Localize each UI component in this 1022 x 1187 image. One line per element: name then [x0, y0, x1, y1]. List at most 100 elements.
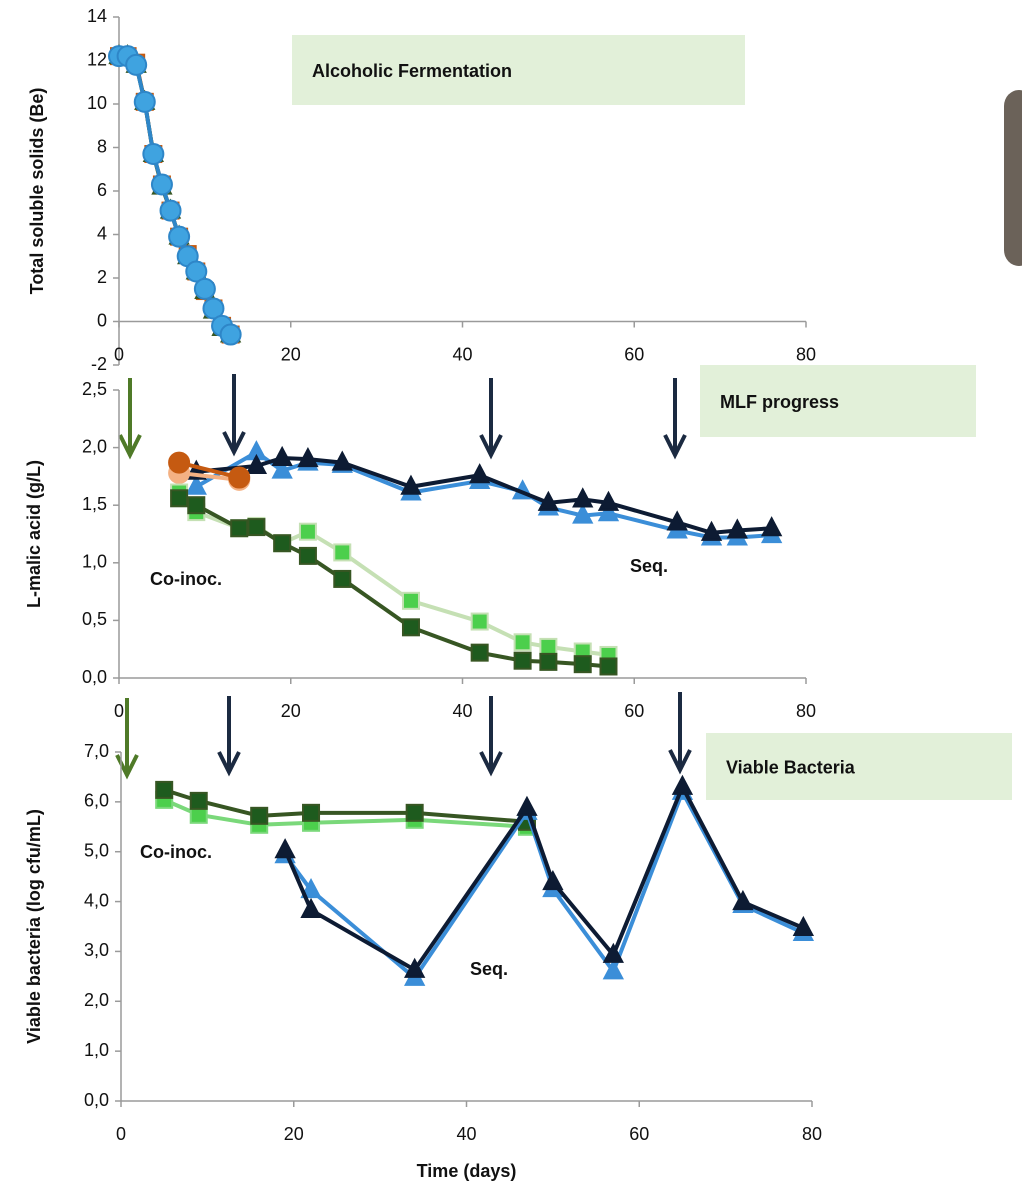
marker [250, 806, 269, 825]
y-axis-label: Viable bacteria (log cfu/mL) [24, 809, 44, 1044]
marker [700, 520, 723, 541]
marker [228, 466, 251, 489]
x-tick-label: 60 [624, 344, 644, 364]
marker [230, 519, 249, 538]
y-tick-label: 0,0 [84, 1090, 109, 1110]
marker [573, 655, 592, 674]
x-tick-label: 0 [114, 701, 124, 721]
marker [597, 490, 620, 511]
annotation: Seq. [470, 959, 508, 979]
marker [400, 474, 422, 495]
y-tick-label: 0,5 [82, 609, 107, 629]
y-tick-label: 0,0 [82, 667, 107, 687]
marker [516, 795, 538, 816]
annotation: Alcoholic Fermentation [312, 61, 512, 81]
annotation: Seq. [630, 556, 668, 576]
y-tick-label: 1,0 [82, 552, 107, 572]
x-tick-label: 40 [452, 344, 472, 364]
arrow [118, 378, 142, 460]
series-line [177, 491, 609, 657]
arrows [115, 374, 692, 780]
photo [1004, 90, 1022, 266]
marker [300, 877, 322, 899]
marker [298, 522, 317, 541]
marker [572, 487, 594, 508]
marker [405, 803, 424, 822]
marker [271, 458, 293, 479]
marker [666, 510, 688, 531]
marker [271, 445, 293, 466]
y-tick-label: 6 [97, 180, 107, 200]
arrow [479, 696, 503, 777]
marker [470, 612, 489, 631]
marker [170, 489, 189, 508]
marker [333, 543, 352, 562]
annotation: Co-inoc. [150, 569, 222, 589]
x-tick-label: 0 [116, 1124, 126, 1144]
annotation-box [700, 365, 976, 437]
y-tick-label: 3,0 [84, 940, 109, 960]
marker [150, 173, 173, 196]
annotation-box [706, 733, 1012, 800]
marker [760, 516, 783, 537]
marker [202, 297, 225, 320]
x-axis-label: Time (days) [417, 1161, 517, 1181]
marker [331, 450, 353, 471]
marker [469, 463, 491, 484]
marker [542, 869, 564, 891]
marker [602, 959, 624, 980]
arrow [668, 692, 692, 775]
marker [300, 897, 322, 919]
marker [513, 651, 532, 670]
y-tick-label: 14 [87, 6, 107, 26]
marker [168, 225, 191, 248]
y-tick-label: 0 [97, 310, 107, 330]
y-tick-label: 2 [97, 267, 107, 287]
x-tick-label: 0 [114, 344, 124, 364]
y-tick-label: 4 [97, 223, 107, 243]
y-tick-label: 2,0 [82, 436, 107, 456]
y-tick-label: 2,5 [82, 379, 107, 399]
y-axis-label: L-malic acid (g/L) [24, 460, 44, 608]
x-tick-label: 60 [629, 1124, 649, 1144]
marker [247, 518, 266, 537]
marker [219, 323, 242, 346]
marker [537, 490, 560, 511]
marker [189, 791, 208, 810]
marker [539, 637, 558, 656]
marker [401, 591, 420, 610]
y-tick-label: -2 [91, 354, 107, 374]
marker [273, 534, 292, 553]
x-tick-label: 40 [452, 701, 472, 721]
y-tick-label: 4,0 [84, 890, 109, 910]
marker [125, 53, 148, 76]
y-tick-label: 2,0 [84, 990, 109, 1010]
marker [401, 618, 420, 637]
marker [302, 803, 321, 822]
y-tick-label: 8 [97, 136, 107, 156]
y-tick-label: 1,5 [82, 494, 107, 514]
marker [185, 474, 207, 495]
arrow [479, 378, 503, 460]
marker [297, 446, 319, 468]
marker [298, 546, 317, 565]
marker [539, 652, 558, 671]
annotation-box [292, 35, 745, 105]
marker [599, 657, 618, 676]
arrow [663, 378, 687, 460]
marker [572, 503, 594, 524]
x-tick-label: 80 [796, 701, 816, 721]
x-tick-label: 20 [284, 1124, 304, 1144]
y-tick-label: 12 [87, 49, 107, 69]
y-tick-label: 5,0 [84, 840, 109, 860]
marker [732, 889, 754, 911]
marker [187, 496, 206, 515]
marker [602, 942, 624, 963]
x-tick-label: 80 [802, 1124, 822, 1144]
marker [245, 453, 268, 475]
marker [193, 277, 216, 300]
marker [404, 957, 426, 978]
x-tick-label: 80 [796, 344, 816, 364]
marker [470, 643, 489, 662]
